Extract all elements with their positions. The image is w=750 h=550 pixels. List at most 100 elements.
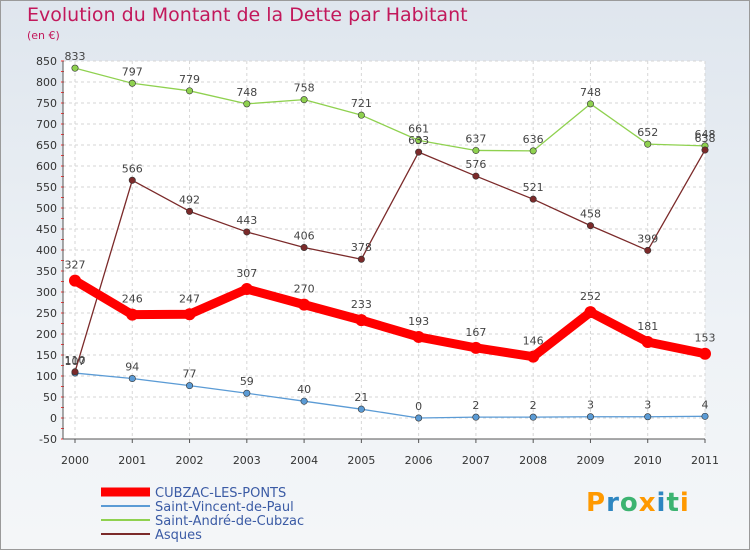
data-point bbox=[644, 413, 652, 421]
y-tick-label: 200 bbox=[36, 328, 57, 341]
y-tick-label: 250 bbox=[36, 307, 57, 320]
data-point bbox=[415, 414, 423, 422]
data-label: 458 bbox=[580, 208, 601, 221]
data-label: 833 bbox=[65, 50, 86, 63]
data-label: 94 bbox=[125, 361, 139, 374]
data-label: 40 bbox=[297, 383, 311, 396]
data-point bbox=[298, 298, 311, 311]
data-point bbox=[412, 330, 425, 343]
x-tick-label: 2008 bbox=[519, 454, 547, 467]
x-tick-label: 2004 bbox=[290, 454, 318, 467]
series-line bbox=[74, 67, 706, 152]
data-label: 21 bbox=[354, 391, 368, 404]
data-point bbox=[243, 389, 251, 397]
unit-label: (en €) bbox=[27, 29, 60, 42]
x-tick-label: 2011 bbox=[691, 454, 719, 467]
y-axis: -50 0 50 100 150 200 250 300 350 400 450 500 550 600 6… bbox=[36, 55, 64, 446]
data-point bbox=[128, 375, 136, 383]
series-saint-andr-de-cubzac: 833 797 779 748 758 721 661 637 636 748 652 648 bbox=[65, 50, 716, 155]
data-label: 146 bbox=[523, 335, 544, 348]
x-tick-label: 2009 bbox=[576, 454, 604, 467]
y-tick-label: 350 bbox=[36, 265, 57, 278]
logo-letter: i bbox=[656, 488, 667, 518]
data-label: 443 bbox=[236, 214, 257, 227]
data-point bbox=[243, 228, 251, 236]
data-point bbox=[243, 100, 251, 108]
series-line bbox=[74, 149, 706, 373]
data-point bbox=[586, 413, 594, 421]
data-point bbox=[641, 335, 654, 348]
data-point bbox=[186, 207, 194, 215]
legend-item: Asques bbox=[101, 528, 202, 543]
series-cubzac-les-ponts: 327 246 247 307 270 233 193 167 146 252 181 153 bbox=[65, 259, 716, 363]
legend-label: Asques bbox=[155, 528, 202, 543]
data-label: 748 bbox=[580, 86, 601, 99]
data-point bbox=[357, 111, 365, 119]
data-label: 576 bbox=[465, 158, 486, 171]
y-tick-label: 850 bbox=[36, 55, 57, 68]
logo-letter: r bbox=[606, 488, 620, 518]
data-point bbox=[699, 347, 711, 360]
data-point bbox=[701, 146, 709, 154]
data-point bbox=[529, 147, 537, 155]
y-tick-label: 0 bbox=[50, 412, 57, 425]
data-label: 246 bbox=[122, 293, 143, 306]
data-label: 797 bbox=[122, 65, 143, 78]
data-point bbox=[644, 246, 652, 254]
y-tick-label: 800 bbox=[36, 76, 57, 89]
y-tick-label: 100 bbox=[36, 370, 57, 383]
data-label: 270 bbox=[294, 283, 315, 296]
data-label: 748 bbox=[236, 86, 257, 99]
data-label: 2 bbox=[530, 399, 537, 412]
data-label: 252 bbox=[580, 290, 601, 303]
data-point bbox=[529, 413, 537, 421]
y-tick-label: 700 bbox=[36, 118, 57, 131]
data-label: 193 bbox=[408, 315, 429, 328]
data-point bbox=[126, 308, 139, 321]
x-tick-label: 2010 bbox=[634, 454, 662, 467]
data-label: 399 bbox=[637, 232, 658, 245]
data-point bbox=[415, 136, 423, 144]
data-label: 4 bbox=[702, 398, 709, 411]
data-point bbox=[357, 255, 365, 263]
data-point bbox=[300, 397, 308, 405]
data-label: 3 bbox=[644, 399, 651, 412]
data-label: 2 bbox=[472, 399, 479, 412]
data-label: 59 bbox=[240, 375, 254, 388]
series-line bbox=[70, 276, 710, 362]
data-label: 492 bbox=[179, 193, 200, 206]
data-point bbox=[186, 382, 194, 390]
data-label: 638 bbox=[695, 132, 716, 145]
data-label: 307 bbox=[236, 267, 257, 280]
y-tick-label: 450 bbox=[36, 223, 57, 236]
data-point bbox=[644, 140, 652, 148]
legend: CUBZAC-LES-PONTSSaint-Vincent-de-PaulSai… bbox=[101, 486, 304, 543]
data-point bbox=[71, 64, 79, 72]
data-point bbox=[586, 100, 594, 108]
data-point bbox=[357, 405, 365, 413]
x-tick-label: 2001 bbox=[118, 454, 146, 467]
data-point bbox=[183, 308, 196, 321]
data-label: 3 bbox=[587, 399, 594, 412]
x-tick-label: 2003 bbox=[233, 454, 261, 467]
y-tick-label: 750 bbox=[36, 97, 57, 110]
y-tick-label: 650 bbox=[36, 139, 57, 152]
series-asques: 110 566 492 443 406 378 633 576 521 458 399 638 bbox=[65, 132, 716, 376]
data-label: 110 bbox=[65, 354, 86, 367]
logo-letter: i bbox=[679, 488, 690, 518]
data-label: 327 bbox=[65, 259, 86, 272]
data-point bbox=[128, 79, 136, 87]
x-tick-label: 2000 bbox=[61, 454, 89, 467]
data-point bbox=[300, 243, 308, 251]
y-tick-label: 550 bbox=[36, 181, 57, 194]
data-point bbox=[584, 306, 597, 319]
y-tick-label: 150 bbox=[36, 349, 57, 362]
data-label: 661 bbox=[408, 122, 429, 135]
y-tick-label: 600 bbox=[36, 160, 57, 173]
data-point bbox=[415, 148, 423, 156]
data-label: 107 bbox=[65, 355, 86, 368]
data-label: 378 bbox=[351, 241, 372, 254]
data-label: 406 bbox=[294, 229, 315, 242]
data-point bbox=[586, 222, 594, 230]
